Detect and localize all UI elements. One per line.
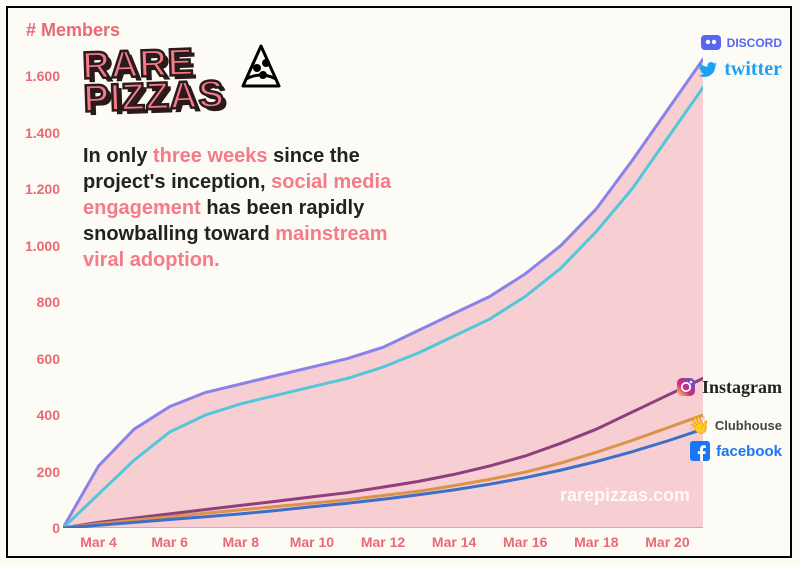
y-axis-title: # Members: [26, 20, 120, 41]
x-tick-label: Mar 16: [503, 534, 547, 550]
y-tick-label: 1.400: [22, 125, 60, 141]
y-tick-label: 400: [22, 407, 60, 423]
legend-clubhouse: 👋 Clubhouse: [688, 414, 782, 436]
twitter-icon: [697, 59, 719, 81]
y-tick-label: 600: [22, 351, 60, 367]
legend-label: DISCORD: [727, 36, 782, 50]
x-tick-label: Mar 6: [151, 534, 188, 550]
pizza-slice-icon: [233, 38, 288, 93]
logo-line-2: PIZZAS: [83, 74, 226, 121]
blurb-highlight: three weeks: [153, 145, 268, 167]
discord-icon: [700, 32, 722, 54]
legend-discord: DISCORD: [700, 32, 782, 54]
y-tick-label: 1.000: [22, 238, 60, 254]
watermark-url: rarepizzas.com: [560, 485, 690, 506]
legend-instagram: Instagram: [675, 376, 782, 398]
y-tick-label: 1.200: [22, 181, 60, 197]
legend-label: facebook: [716, 443, 782, 460]
x-tick-label: Mar 20: [645, 534, 689, 550]
legend-twitter: twitter: [697, 58, 782, 81]
x-tick-label: Mar 14: [432, 534, 476, 550]
y-tick-label: 200: [22, 464, 60, 480]
legend-label: twitter: [724, 58, 782, 81]
blurb-text: In only: [83, 145, 153, 167]
x-tick-label: Mar 10: [290, 534, 334, 550]
facebook-icon: [689, 440, 711, 462]
x-tick-label: Mar 12: [361, 534, 405, 550]
legend-facebook: facebook: [689, 440, 782, 462]
x-tick-label: Mar 8: [222, 534, 259, 550]
x-tick-label: Mar 18: [574, 534, 618, 550]
clubhouse-icon: 👋: [688, 414, 710, 436]
line-chart: [63, 48, 703, 528]
chart-frame: # Members RARE PIZZAS In only three week…: [6, 6, 792, 558]
legend-label: Clubhouse: [715, 418, 782, 433]
headline-blurb: In only three weeks since the project's …: [83, 143, 433, 273]
instagram-icon: [675, 376, 697, 398]
y-tick-label: 1.600: [22, 68, 60, 84]
y-tick-label: 0: [22, 520, 60, 536]
y-tick-label: 800: [22, 294, 60, 310]
x-tick-label: Mar 4: [80, 534, 117, 550]
legend-label: Instagram: [702, 377, 782, 398]
rare-pizzas-logo: RARE PIZZAS: [82, 46, 225, 118]
